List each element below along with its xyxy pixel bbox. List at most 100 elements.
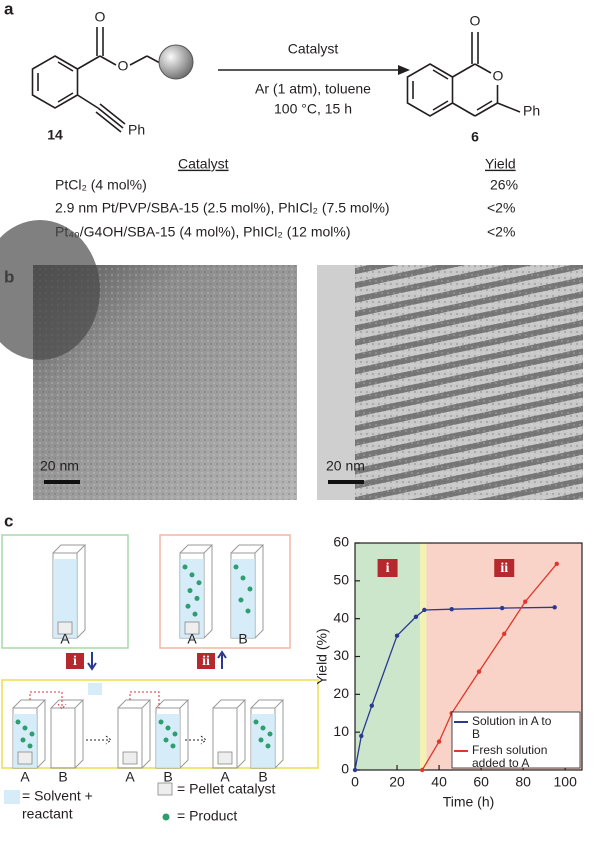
data-point xyxy=(502,631,507,636)
product-dot xyxy=(163,737,169,743)
y-tick-label: 20 xyxy=(333,685,349,701)
region-label: i xyxy=(386,561,390,576)
vessel-label: B xyxy=(238,631,247,647)
product-dot xyxy=(189,572,195,578)
product-dot xyxy=(185,603,191,609)
step-label: ii xyxy=(202,654,210,669)
atom-label: O xyxy=(470,13,481,29)
step-label: i xyxy=(73,654,77,669)
table-cell: <2% xyxy=(487,224,515,240)
region-badge xyxy=(494,559,515,577)
product-dot xyxy=(20,737,26,743)
solvent-icon xyxy=(88,683,102,695)
y-tick-label: 10 xyxy=(333,723,349,739)
legend-entry: Solution in A to B xyxy=(454,715,578,741)
data-point xyxy=(413,614,419,619)
y-tick-label: 50 xyxy=(333,572,349,588)
product-dot xyxy=(187,588,193,594)
reactant-structure xyxy=(31,27,194,133)
product-dot xyxy=(194,595,200,601)
atom-label: Ph xyxy=(523,103,540,119)
vessel-label: B xyxy=(163,769,172,785)
x-tick-label: 20 xyxy=(389,774,405,790)
data-point xyxy=(352,767,358,773)
data-point xyxy=(552,605,557,610)
data-point xyxy=(523,599,528,604)
x-tick-label: 0 xyxy=(351,774,359,790)
product-dot xyxy=(158,719,164,725)
panel-label: a xyxy=(4,0,14,18)
vessel-label: A xyxy=(187,631,197,647)
data-point xyxy=(422,607,427,613)
legend-text: = Solvent + xyxy=(22,788,93,804)
data-point xyxy=(449,607,454,612)
product-dot xyxy=(258,737,264,743)
y-tick-label: 0 xyxy=(341,761,349,777)
step-box xyxy=(159,534,291,649)
product-dot xyxy=(253,719,259,725)
flow-arrow xyxy=(87,652,97,671)
product-dot xyxy=(240,575,246,581)
data-point xyxy=(359,733,364,739)
y-tick-label: 60 xyxy=(333,534,349,550)
product-dot xyxy=(245,608,251,614)
vessel-label: A xyxy=(125,769,135,785)
data-point xyxy=(420,767,425,773)
product-dot xyxy=(238,597,244,603)
data-point xyxy=(394,633,400,638)
flow-arrow xyxy=(86,735,207,745)
legend-icon xyxy=(4,790,20,804)
product-dot xyxy=(27,743,33,749)
legend-icon xyxy=(162,813,170,821)
scale-bar-label: 20 nm xyxy=(40,458,79,474)
product-dot xyxy=(233,564,239,570)
atom-label: O xyxy=(95,9,106,25)
product-dot xyxy=(247,586,253,592)
tem-image xyxy=(0,220,297,500)
product-structure xyxy=(406,32,521,117)
pellet xyxy=(122,751,138,765)
y-tick-label: 40 xyxy=(333,609,349,625)
tem-image xyxy=(317,265,583,500)
vessel xyxy=(117,699,152,769)
shaded-region xyxy=(355,543,421,770)
product-dot xyxy=(22,725,28,731)
data-point xyxy=(436,739,442,744)
table-cell: <2% xyxy=(487,200,515,216)
table-header: Catalyst xyxy=(178,156,229,172)
condition: Catalyst xyxy=(288,41,339,57)
data-point xyxy=(554,561,559,567)
legend-label: Fresh solution added to A xyxy=(472,743,548,769)
pellet xyxy=(17,751,33,765)
vessel-label: B xyxy=(58,769,67,785)
pellet xyxy=(217,751,233,765)
atom-label: Ph xyxy=(128,122,145,138)
x-tick-label: 60 xyxy=(473,774,489,790)
atom-label: O xyxy=(118,58,129,74)
product-dot xyxy=(170,743,176,749)
legend-label: Solution in A to B xyxy=(472,714,552,741)
product-dot xyxy=(15,719,21,725)
product-dot xyxy=(29,731,35,737)
vessel-label: B xyxy=(258,769,267,785)
step-badge xyxy=(197,653,215,669)
product-dot xyxy=(192,611,198,617)
legend-text: = Pellet catalyst xyxy=(177,781,276,797)
flow-arrow xyxy=(217,650,227,669)
table-cell: PtCl₂ (4 mol%) xyxy=(55,177,147,193)
pellet xyxy=(57,621,73,635)
legend-swatch xyxy=(454,721,468,723)
product-dot xyxy=(265,743,271,749)
condition: 100 °C, 15 h xyxy=(274,101,352,117)
legend-swatch xyxy=(454,750,468,752)
data-point xyxy=(499,605,505,611)
y-tick-label: 30 xyxy=(333,647,349,663)
product-dot xyxy=(267,731,273,737)
condition: Ar (1 atm), toluene xyxy=(255,81,371,97)
vessel xyxy=(212,699,247,769)
product-dot xyxy=(182,564,188,570)
scale-bar-label: 20 nm xyxy=(326,458,365,474)
product-dot xyxy=(172,731,178,737)
vessel xyxy=(50,699,85,769)
